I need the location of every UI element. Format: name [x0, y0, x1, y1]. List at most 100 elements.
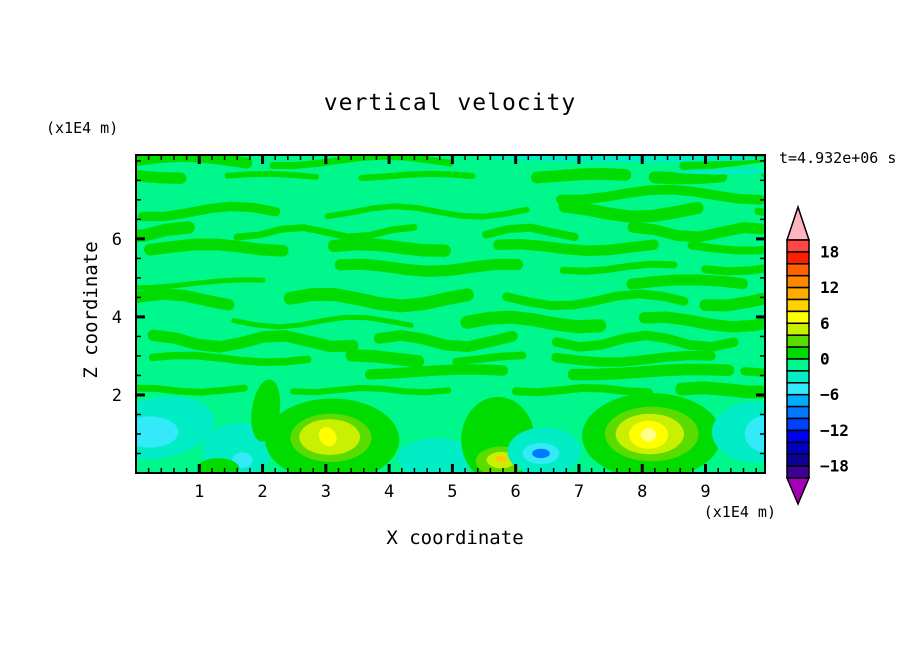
- velocity-stripe: [231, 314, 414, 330]
- timestamp-label: t=4.932e+06 s: [779, 149, 896, 167]
- colorbar-band: [786, 298, 810, 313]
- contour-field: [136, 155, 765, 473]
- colorbar-band: [786, 263, 810, 277]
- colorbar-label: 18: [820, 242, 839, 261]
- z-tick-label: 4: [112, 308, 122, 328]
- plot-frame-and-ticks: [135, 154, 766, 474]
- y-axis-units-label: (x1E4 m): [46, 119, 118, 137]
- contour-updraft-x5p8-core: [495, 455, 507, 463]
- colorbar: 18 12 6 0 −6 −12 −18: [785, 204, 849, 506]
- colorbar-label: −18: [820, 457, 849, 476]
- colorbar-band: [786, 453, 810, 467]
- velocity-stripe: [290, 384, 452, 396]
- colorbar-band: [786, 310, 810, 325]
- velocity-stripe: [136, 221, 195, 243]
- velocity-stripe: [482, 223, 579, 242]
- colorbar-label: −6: [820, 385, 839, 404]
- z-tick-label: 6: [112, 230, 122, 250]
- x-tick-label: 1: [194, 482, 204, 502]
- velocity-stripe: [567, 363, 735, 381]
- velocity-stripe: [502, 289, 689, 310]
- colorbar-band: [786, 465, 810, 479]
- velocity-stripe: [136, 277, 266, 291]
- velocity-stripe: [452, 351, 527, 366]
- axis-tick-labels: 1 2 3 4 5 6 7 8 9 2 4 6: [112, 230, 711, 502]
- velocity-stripe: [324, 203, 530, 220]
- z-axis-title: Z coordinate: [80, 241, 102, 378]
- colorbar-label: 0: [820, 350, 830, 369]
- colorbar-label: 12: [820, 278, 839, 297]
- velocity-stripe: [760, 170, 765, 178]
- velocity-stripe: [144, 238, 289, 257]
- colorbar-label: 6: [820, 314, 830, 333]
- contour-green-tongue-1: [197, 458, 240, 473]
- velocity-stripe: [327, 237, 451, 257]
- colorbar-band: [786, 429, 810, 444]
- colorbar-arrow-above: [785, 204, 811, 241]
- contour-downdraft-left-core: [136, 416, 179, 448]
- velocity-stripe: [627, 222, 765, 243]
- chart-title: vertical velocity: [324, 90, 576, 116]
- x-tick-label: 8: [637, 482, 647, 502]
- contour-downdraft-1p6-core: [232, 452, 253, 468]
- x-axis-title: X coordinate: [386, 527, 523, 549]
- velocity-stripe: [626, 274, 748, 290]
- contour-downdraft-x6p4-core: [532, 448, 550, 459]
- x-tick-label: 2: [257, 482, 267, 502]
- velocity-stripe: [460, 310, 607, 334]
- colorbar-band: [786, 322, 810, 336]
- velocity-stripe: [551, 330, 739, 352]
- velocity-stripe: [551, 350, 716, 367]
- colorbar-arrow-below: [785, 477, 811, 506]
- x-tick-label: 4: [384, 482, 394, 502]
- velocity-stripe: [740, 367, 765, 377]
- contour-updraft-x3-core: [318, 427, 337, 447]
- velocity-stripe: [138, 201, 281, 222]
- z-tick-label: 2: [112, 386, 122, 406]
- colorbar-band: [786, 405, 810, 420]
- velocity-stripe: [701, 264, 765, 276]
- colorbar-band: [786, 441, 810, 455]
- colorbar-band: [786, 346, 810, 360]
- x-tick-label: 3: [321, 482, 331, 502]
- velocity-stripe: [699, 292, 765, 312]
- velocity-stripe: [233, 224, 418, 241]
- plot-border: [135, 154, 766, 474]
- velocity-stripe: [136, 170, 187, 184]
- colorbar-band: [786, 393, 810, 408]
- contour-top-edge-streak-2: [673, 169, 765, 175]
- colorbar-label: −12: [820, 421, 849, 440]
- colorbar-band: [786, 334, 810, 348]
- colorbar-band: [786, 251, 810, 265]
- x-axis-units-label: (x1E4 m): [704, 503, 776, 521]
- colorbar-band: [786, 286, 810, 301]
- velocity-stripe: [638, 311, 765, 333]
- x-tick-label: 5: [447, 482, 457, 502]
- velocity-stripe: [373, 329, 518, 353]
- x-tick-label: 7: [574, 482, 584, 502]
- colorbar-band: [786, 382, 810, 396]
- x-tick-label: 9: [700, 482, 710, 502]
- velocity-stripe: [364, 364, 509, 380]
- velocity-stripe: [283, 288, 474, 313]
- velocity-stripe: [269, 155, 454, 169]
- velocity-stripe: [345, 349, 425, 368]
- velocity-stripe: [224, 170, 320, 180]
- velocity-stripe: [530, 168, 632, 184]
- colorbar-band: [786, 358, 810, 372]
- x-tick-label: 6: [511, 482, 521, 502]
- contour-top-edge-streak-1: [490, 155, 765, 163]
- velocity-stripe: [754, 207, 765, 217]
- velocity-stripe: [358, 170, 476, 182]
- velocity-stripe: [334, 258, 523, 278]
- velocity-stripe: [148, 351, 312, 367]
- velocity-stripe: [559, 260, 678, 275]
- colorbar-band: [786, 239, 810, 253]
- colorbar-band: [786, 417, 810, 432]
- colorbar-band: [786, 274, 810, 289]
- velocity-stripe: [136, 384, 248, 396]
- contour-downdraft-mid-outer: [397, 437, 476, 473]
- velocity-stripe: [687, 241, 765, 255]
- velocity-stripe: [675, 381, 765, 399]
- contour-downdraft-right-core: [744, 415, 765, 453]
